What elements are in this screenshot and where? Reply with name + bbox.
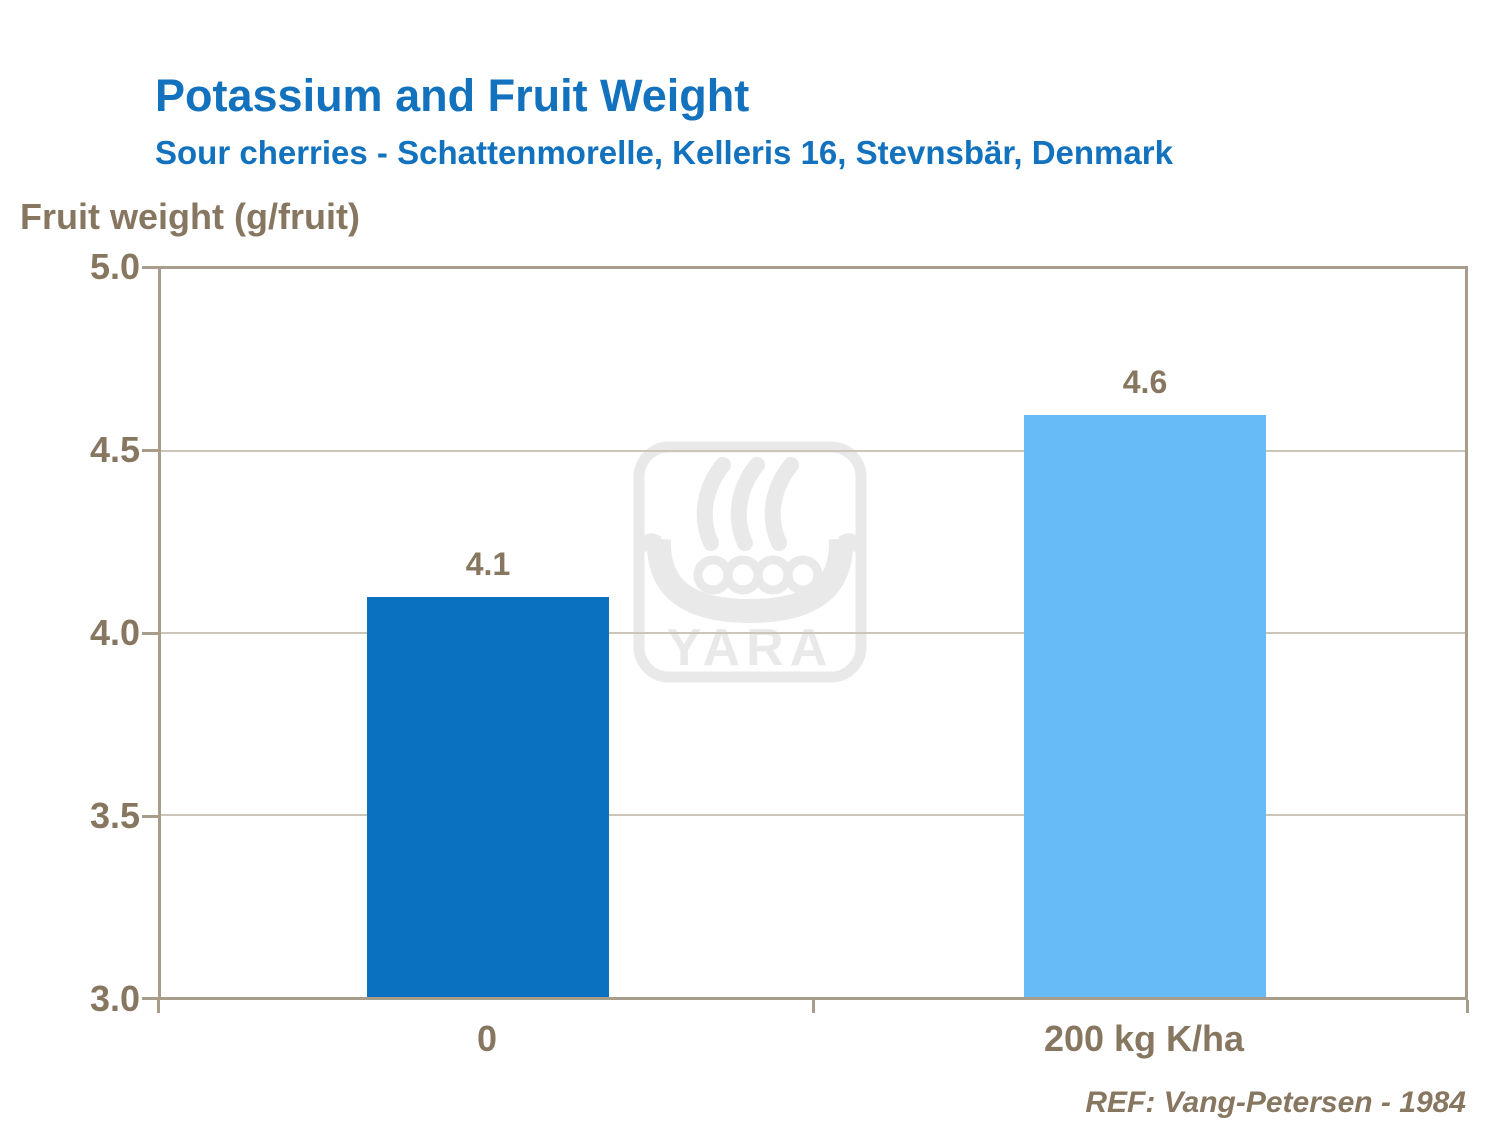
y-tick-mark — [142, 449, 158, 452]
gridline-4-5 — [161, 450, 1465, 452]
yara-watermark-logo: YARA — [633, 441, 867, 683]
yara-wordmark: YARA — [667, 619, 834, 677]
reference-citation: REF: Vang-Petersen - 1984 — [1085, 1086, 1466, 1119]
watermark-border — [633, 441, 867, 683]
y-tick-label-5-0: 5.0 — [89, 246, 140, 287]
bar-value-label: 4.6 — [1122, 364, 1168, 400]
y-tick-label-4-5: 4.5 — [89, 429, 140, 470]
gridline-4-0 — [161, 632, 1465, 634]
plot-area: 4.1 4.6 — [158, 266, 1468, 1000]
y-tick-label-3-0: 3.0 — [89, 978, 140, 1019]
bar-group-0kg: 4.1 — [367, 546, 609, 997]
viking-sails-icon — [696, 457, 799, 551]
y-tick-mark — [142, 997, 158, 1000]
y-tick-mark — [142, 266, 158, 269]
viking-shields-icon — [693, 555, 823, 595]
x-category-label-0kg: 0 — [476, 1018, 498, 1059]
x-tick-mark — [812, 1000, 815, 1013]
page-subtitle: Sour cherries - Schattenmorelle, Kelleri… — [155, 134, 1173, 171]
x-tick-mark — [157, 1000, 160, 1013]
viking-hull-icon — [640, 533, 860, 624]
y-tick-label-4-0: 4.0 — [89, 612, 140, 653]
x-tick-mark — [1466, 1000, 1469, 1013]
bar-200kg — [1024, 415, 1266, 997]
x-category-label-200kg: 200 kg K/ha — [1043, 1018, 1245, 1059]
bar-value-label: 4.1 — [465, 546, 511, 582]
y-tick-mark — [142, 815, 158, 818]
bar-0kg — [367, 597, 609, 997]
y-tick-mark — [142, 632, 158, 635]
page-title: Potassium and Fruit Weight — [155, 70, 750, 121]
y-tick-label-3-5: 3.5 — [89, 795, 140, 836]
y-axis-title: Fruit weight (g/fruit) — [20, 196, 360, 237]
gridline-3-5 — [161, 814, 1465, 816]
bar-group-200kg: 4.6 — [1024, 364, 1266, 997]
